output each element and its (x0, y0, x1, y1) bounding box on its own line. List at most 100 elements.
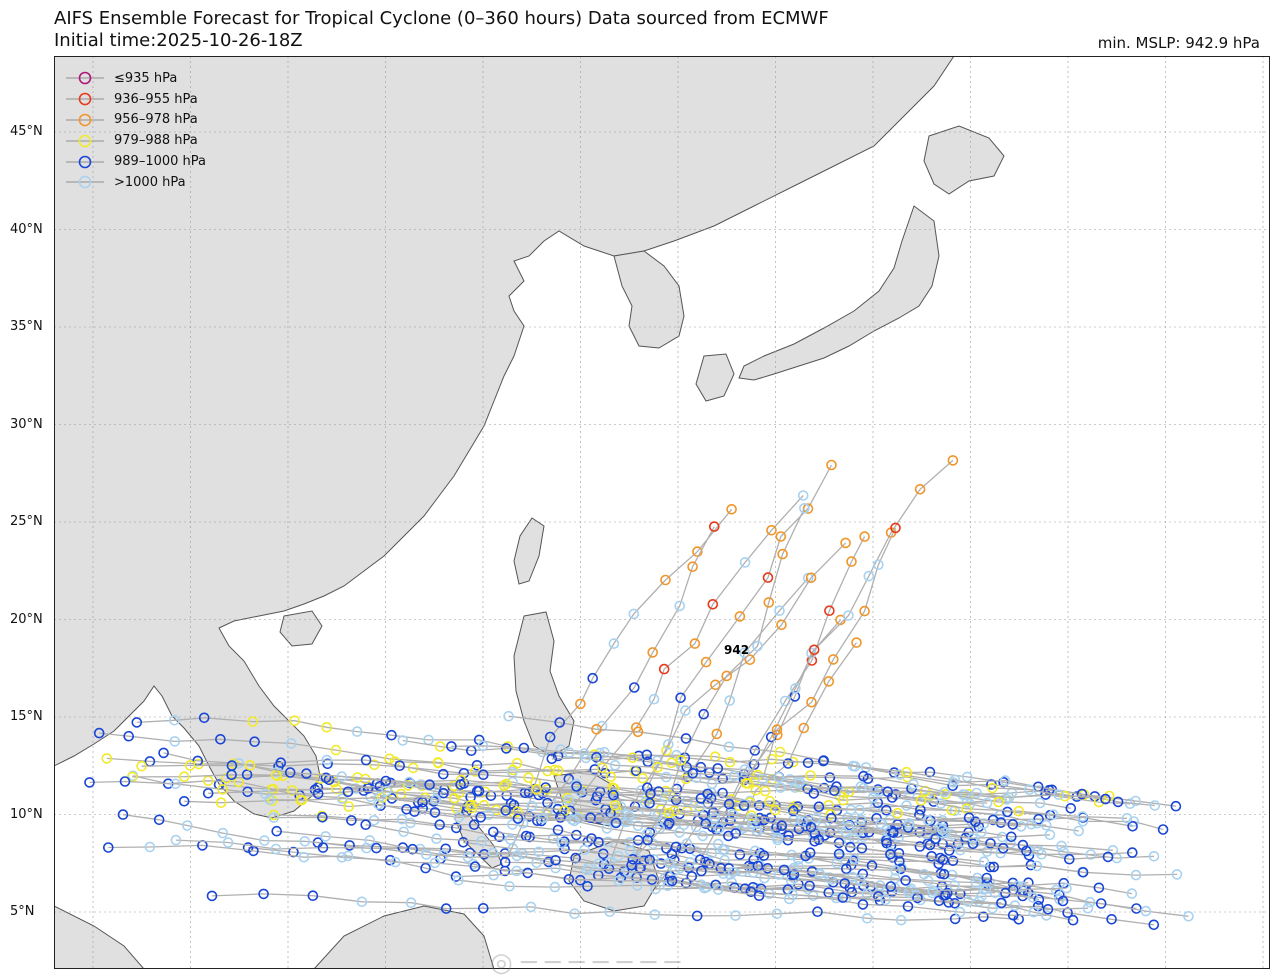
track-point (570, 852, 581, 864)
track-point (642, 834, 653, 846)
track-point (285, 738, 297, 749)
track-point (170, 834, 182, 846)
track-point (469, 861, 481, 872)
track-point (512, 813, 524, 824)
track-point (438, 787, 449, 799)
track-point (287, 785, 298, 796)
track-point (1023, 784, 1035, 796)
track-point (136, 760, 147, 772)
track-point (1077, 811, 1088, 822)
track-point (826, 459, 837, 471)
track-point (144, 841, 156, 853)
track-point (687, 767, 699, 779)
track-point (1002, 806, 1013, 818)
track-point (687, 561, 698, 573)
track-point (571, 781, 582, 792)
track-point (428, 796, 440, 807)
track-point (609, 759, 621, 771)
track-point (827, 654, 839, 665)
map-area: 942 (54, 56, 1270, 969)
track-point (153, 814, 165, 826)
lat-label: 5°N (10, 904, 35, 919)
chart-title: AIFS Ensemble Forecast for Tropical Cycl… (54, 8, 829, 52)
track-point (843, 820, 855, 832)
track-point (1149, 800, 1161, 811)
track-point (978, 911, 989, 923)
track-point (976, 891, 987, 902)
legend-entry: ≤935 hPa (66, 68, 206, 89)
track-point (839, 878, 851, 889)
ensemble-track-line (249, 764, 1047, 826)
track-point (771, 908, 783, 920)
track-point (777, 548, 788, 560)
track-point (222, 837, 234, 848)
track-point (1027, 892, 1039, 903)
track-point (797, 490, 809, 501)
track-point (344, 840, 355, 851)
track-point (563, 794, 575, 806)
track-point (808, 788, 820, 799)
track-point (1005, 831, 1017, 843)
track-point (371, 842, 382, 854)
track-point (711, 728, 723, 740)
track-point (351, 726, 363, 737)
track-point (298, 851, 310, 863)
track-point (604, 906, 616, 918)
track-point (580, 752, 592, 764)
track-point (635, 785, 647, 796)
track-point (336, 851, 348, 863)
track-point (650, 883, 661, 895)
track-point (532, 815, 543, 827)
track-point (1007, 909, 1019, 921)
ensemble-track-line (365, 824, 944, 861)
track-point (727, 809, 739, 820)
track-point (888, 827, 899, 839)
track-point (901, 766, 912, 778)
track-point (1028, 906, 1040, 918)
track-point (336, 793, 348, 805)
track-point (554, 812, 566, 823)
track-point (773, 771, 785, 783)
track-point (462, 851, 474, 863)
track-point (346, 815, 357, 826)
track-point (342, 786, 354, 798)
track-point (1065, 802, 1077, 814)
track-point (380, 775, 392, 787)
track-point (1126, 888, 1138, 899)
min-pressure-marker: 942 (724, 643, 749, 657)
track-point (244, 760, 256, 771)
track-point (457, 836, 469, 848)
track-point (446, 741, 457, 752)
track-point (632, 726, 644, 738)
track-point (328, 776, 340, 788)
track-point (674, 827, 685, 838)
track-point (1170, 800, 1182, 812)
track-point (546, 753, 558, 765)
track-point (453, 874, 464, 886)
track-point (1076, 788, 1088, 800)
track-point (936, 824, 948, 836)
track-point (549, 881, 561, 893)
track-point (826, 812, 837, 824)
track-point (1040, 819, 1052, 831)
ensemble-track-line (478, 790, 1022, 828)
track-point (331, 783, 342, 795)
track-point (488, 869, 499, 881)
track-point (241, 769, 253, 780)
track-point (608, 638, 620, 649)
track-point (430, 794, 442, 805)
track-point (840, 537, 851, 549)
track-point (675, 692, 686, 704)
track-point (123, 730, 134, 742)
ensemble-track-line (175, 839, 1034, 899)
track-point (1085, 849, 1097, 860)
track-point (804, 847, 816, 859)
track-point (843, 610, 854, 621)
legend-marker-icon (66, 113, 104, 127)
track-point (788, 862, 800, 874)
track-point (507, 819, 518, 830)
legend-marker-icon (66, 72, 104, 85)
track-point (178, 771, 190, 783)
track-point (448, 780, 460, 792)
legend-label: 956–978 hPa (114, 112, 198, 128)
